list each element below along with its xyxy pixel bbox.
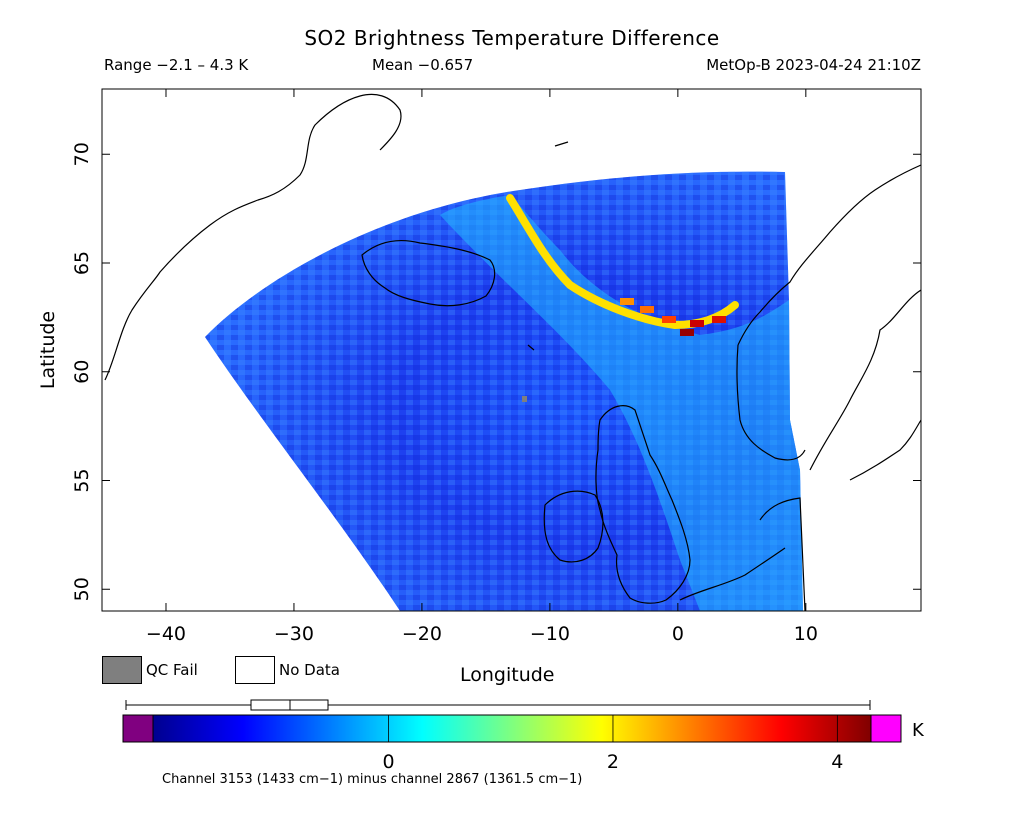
channel-footnote: Channel 3153 (1433 cm−1) minus channel 2… bbox=[162, 772, 583, 787]
coastline bbox=[361, 239, 496, 307]
x-tick-label: 0 bbox=[672, 623, 684, 645]
qc-fail-pixel bbox=[522, 396, 527, 402]
coastline bbox=[554, 141, 569, 147]
so2-plume bbox=[506, 194, 739, 330]
colorbar-under-swatch bbox=[122, 714, 154, 743]
coastline bbox=[809, 289, 921, 471]
qc-fail-label: QC Fail bbox=[146, 661, 198, 679]
y-axis-ticks: 50 55 60 65 70 bbox=[71, 142, 921, 601]
y-axis-label: Latitude bbox=[37, 311, 59, 389]
plot-title: SO2 Brightness Temperature Difference bbox=[304, 26, 720, 50]
plume-pixel bbox=[620, 298, 634, 305]
colorbar: 0 2 4 bbox=[122, 699, 902, 773]
x-tick-label: −20 bbox=[402, 623, 442, 645]
plume-pixel bbox=[712, 316, 726, 323]
colorbar-tick-label: 0 bbox=[383, 751, 395, 773]
coastline bbox=[104, 93, 402, 381]
coastline bbox=[849, 419, 921, 481]
coastline bbox=[759, 497, 806, 611]
swath-texture bbox=[205, 171, 803, 611]
qc-fail-swatch bbox=[102, 656, 142, 684]
coastline bbox=[527, 344, 535, 351]
y-tick-label: 55 bbox=[71, 468, 93, 492]
map-area bbox=[104, 93, 921, 611]
map-frame bbox=[101, 88, 922, 612]
x-tick-label: −30 bbox=[274, 623, 314, 645]
plume-pixel bbox=[662, 316, 676, 323]
x-axis-ticks: −40 −30 −20 −10 0 10 bbox=[146, 89, 818, 645]
plume-pixel bbox=[640, 306, 654, 313]
coastline bbox=[737, 164, 921, 346]
no-data-swatch bbox=[235, 656, 275, 684]
coastline bbox=[736, 344, 806, 461]
x-axis-label: Longitude bbox=[460, 664, 555, 686]
x-tick-label: −10 bbox=[530, 623, 570, 645]
colorbar-gradient bbox=[152, 714, 872, 743]
mean-text: Mean −0.657 bbox=[372, 56, 474, 74]
plume-pixel bbox=[690, 320, 704, 327]
no-data-label: No Data bbox=[279, 661, 340, 679]
range-text: Range −2.1 – 4.3 K bbox=[104, 56, 249, 74]
coastline bbox=[543, 490, 604, 563]
colorbar-tick-label: 2 bbox=[607, 751, 619, 773]
coastline bbox=[595, 405, 691, 604]
y-tick-label: 60 bbox=[71, 360, 93, 384]
colorbar-tick-label: 4 bbox=[831, 751, 843, 773]
colorbar-over-swatch bbox=[870, 714, 902, 743]
colorbar-ticks: 0 2 4 bbox=[383, 715, 843, 773]
satellite-time-text: MetOp-B 2023-04-24 21:10Z bbox=[706, 56, 921, 74]
colorbar-unit: K bbox=[912, 720, 924, 741]
cyan-region bbox=[440, 195, 803, 611]
x-tick-label: −40 bbox=[146, 623, 186, 645]
x-tick-label: 10 bbox=[794, 623, 818, 645]
y-tick-label: 65 bbox=[71, 251, 93, 275]
y-tick-label: 50 bbox=[71, 577, 93, 601]
plume-pixel bbox=[680, 329, 694, 336]
coastline bbox=[679, 547, 786, 601]
coastlines bbox=[104, 93, 921, 611]
y-tick-label: 70 bbox=[71, 142, 93, 166]
